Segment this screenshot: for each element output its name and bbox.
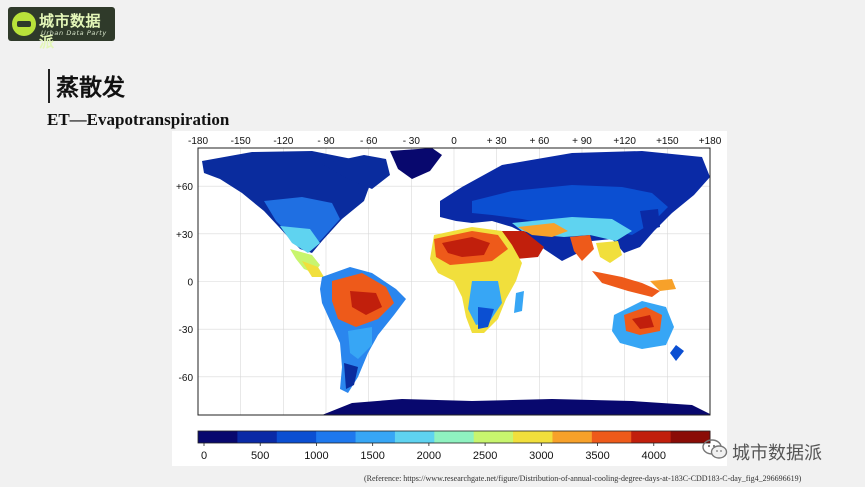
australia-landmass (612, 301, 684, 361)
eurasia-landmass (440, 151, 710, 263)
latitude-label: +30 (176, 230, 193, 241)
greenland-landmass (390, 148, 442, 179)
longitude-label: + 60 (529, 136, 549, 147)
world-et-map-figure: -180 -150 -120 - 90 - 60 - 30 0 + 30 + 60 + 90 +12… (172, 131, 727, 466)
longitude-label: +150 (656, 136, 679, 147)
colorbar-segment (631, 431, 672, 443)
colorbar-label: 1000 (304, 450, 328, 462)
colorbar-label: 2500 (473, 450, 497, 462)
latitude-label: 0 (187, 278, 193, 289)
colorbar-segment (276, 431, 317, 443)
longitude-tick-labels: -180 -150 -120 - 90 - 60 - 30 0 + 30 + 60 + 90 +12… (188, 136, 722, 147)
colorbar-segment (355, 431, 396, 443)
map-plot-area (198, 148, 710, 415)
colorbar-segment (552, 431, 593, 443)
colorbar-label: 0 (201, 450, 207, 462)
colorbar-tick-labels: 0 500 1000 1500 2000 2500 3000 3500 4000 (201, 443, 666, 462)
watermark-text: 城市数据派 (732, 443, 822, 464)
logo-emblem-icon (12, 12, 36, 36)
latitude-label: +60 (176, 182, 193, 193)
colorbar-label: 2000 (417, 450, 441, 462)
colorbar-segment (198, 431, 238, 443)
longitude-label: - 90 (317, 136, 335, 147)
wechat-icon (702, 439, 728, 459)
longitude-label: + 30 (487, 136, 507, 147)
colorbar-label: 500 (251, 450, 269, 462)
longitude-label: -120 (273, 136, 293, 147)
map-frame (197, 147, 711, 416)
antarctica-landmass (322, 399, 710, 415)
colorbar-segment (513, 431, 553, 443)
colorbar-label: 4000 (642, 450, 666, 462)
title-accent-bar (48, 69, 50, 103)
longitude-label: +180 (699, 136, 722, 147)
latitude-label: -30 (179, 325, 194, 336)
colorbar-segment (237, 431, 278, 443)
logo-title: 城市数据派 (39, 12, 102, 51)
longitude-label: - 30 (403, 136, 421, 147)
colorbar-segment (473, 431, 514, 443)
colorbar-label: 3000 (529, 450, 553, 462)
longitude-label: -150 (231, 136, 251, 147)
colorbar-segment (394, 431, 435, 443)
longitude-label: -180 (188, 136, 208, 147)
colorbar-frame (197, 430, 711, 444)
colorbar (198, 431, 711, 443)
colorbar-label: 1500 (360, 450, 384, 462)
longitude-label: + 90 (572, 136, 592, 147)
longitude-label: - 60 (360, 136, 378, 147)
colorbar-segment (591, 431, 632, 443)
north-america-landmass (202, 151, 390, 277)
latitude-tick-labels: +60 +30 0 -30 -60 (176, 182, 193, 384)
longitude-label: 0 (451, 136, 457, 147)
colorbar-segment (316, 431, 357, 443)
colorbar-label: 3500 (585, 450, 609, 462)
slide-title: 蒸散发 (56, 75, 125, 101)
logo-subtitle: Urban Data Party (41, 29, 107, 37)
wechat-watermark: 城市数据派 (702, 436, 862, 464)
slide-subtitle: ET—Evapotranspiration (47, 110, 230, 129)
latitude-label: -60 (179, 373, 194, 384)
south-america-landmass (320, 267, 406, 393)
arabia-landmass (498, 231, 544, 259)
brand-logo: 城市数据派 Urban Data Party (8, 7, 115, 51)
colorbar-segment (670, 431, 711, 443)
southeast-asia-islands (592, 271, 676, 297)
colorbar-segment (434, 431, 475, 443)
reference-citation: (Reference: https://www.researchgate.net… (364, 474, 802, 483)
longitude-label: +120 (613, 136, 636, 147)
africa-landmass (430, 227, 524, 333)
